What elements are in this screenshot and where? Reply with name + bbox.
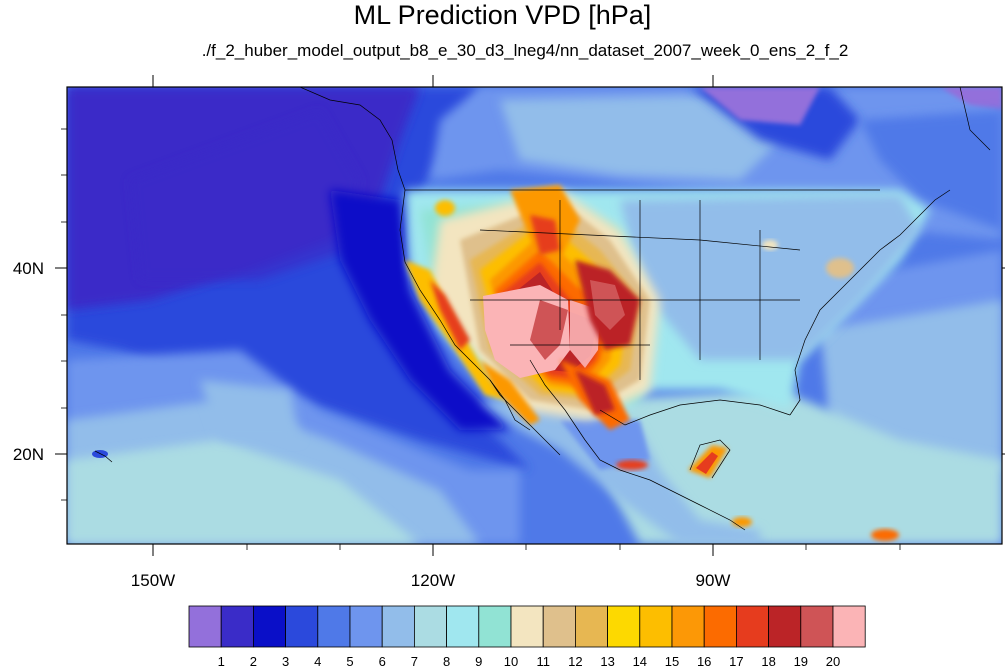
- colorbar-label: 1: [218, 654, 225, 669]
- colorbar-swatch: [510, 605, 544, 648]
- colorbar-label: 14: [633, 654, 647, 669]
- colorbar-swatch: [542, 605, 576, 648]
- colorbar-label: 20: [826, 654, 840, 669]
- colorbar-labels: 1 2 3 4 5 6 7 8 9 10 11 12 13 14 15 16 17 18 19 20: [218, 654, 841, 669]
- chart-subtitle: ./f_2_huber_model_output_b8_e_30_d3_lneg…: [201, 41, 849, 60]
- colorbar-swatch: [446, 605, 480, 648]
- map-field: [67, 87, 1002, 544]
- lat-label-20n: 20N: [13, 445, 44, 464]
- colorbar-label: 17: [729, 654, 743, 669]
- colorbar-label: 6: [379, 654, 386, 669]
- colorbar-label: 18: [761, 654, 775, 669]
- colorbar-swatch: [188, 605, 222, 648]
- colorbar-label: 11: [536, 654, 550, 669]
- colorbar-swatch: [768, 605, 802, 648]
- colorbar-label: 13: [600, 654, 614, 669]
- colorbar: [188, 605, 866, 648]
- colorbar-swatch: [575, 605, 609, 648]
- colorbar-label: 4: [314, 654, 321, 669]
- colorbar-swatch: [381, 605, 415, 648]
- colorbar-swatch: [800, 605, 834, 648]
- lon-label-90w: 90W: [696, 571, 731, 590]
- colorbar-label: 5: [346, 654, 353, 669]
- colorbar-label: 16: [697, 654, 711, 669]
- colorbar-swatch: [285, 605, 319, 648]
- colorbar-swatch: [671, 605, 705, 648]
- axis-ticks: [55, 75, 1005, 556]
- axis-minor-ticks: [61, 128, 901, 550]
- colorbar-swatch: [478, 605, 512, 648]
- colorbar-swatch: [832, 605, 866, 648]
- chart-title: ML Prediction VPD [hPa]: [353, 0, 652, 30]
- colorbar-swatch: [639, 605, 673, 648]
- map-frame: [66, 86, 1003, 545]
- colorbar-swatch: [252, 605, 286, 648]
- colorbar-label: 7: [411, 654, 418, 669]
- lat-label-40n: 40N: [13, 259, 44, 278]
- colorbar-label: 2: [250, 654, 257, 669]
- lon-label-150w: 150W: [131, 571, 175, 590]
- colorbar-label: 12: [568, 654, 582, 669]
- colorbar-swatch: [413, 605, 447, 648]
- colorbar-label: 3: [282, 654, 289, 669]
- colorbar-swatch: [220, 605, 254, 648]
- lon-label-120w: 120W: [411, 571, 455, 590]
- colorbar-swatch: [736, 605, 770, 648]
- coastlines: [94, 87, 991, 531]
- colorbar-swatch: [703, 605, 737, 648]
- colorbar-label: 19: [794, 654, 808, 669]
- colorbar-label: 10: [504, 654, 518, 669]
- colorbar-swatch: [317, 605, 351, 648]
- colorbar-label: 8: [443, 654, 450, 669]
- colorbar-swatch: [349, 605, 383, 648]
- colorbar-swatch: [607, 605, 641, 648]
- colorbar-label: 9: [475, 654, 482, 669]
- colorbar-label: 15: [665, 654, 679, 669]
